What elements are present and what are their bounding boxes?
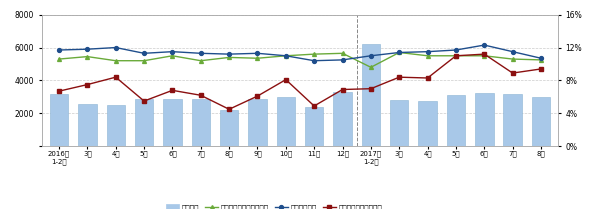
Bar [334, 92, 352, 146]
Bar [191, 99, 210, 146]
Bar [78, 104, 97, 146]
Bar [50, 94, 68, 146]
Bar [418, 101, 437, 146]
Bar [447, 95, 465, 146]
Bar [503, 94, 522, 146]
Bar [390, 100, 409, 146]
Bar [277, 97, 295, 146]
Bar [135, 99, 153, 146]
Legend: 餐饮收入, 社会消费品零售总额增幅, 餐饮收入增幅, 限额以上餐饮收入增幅: 餐饮收入, 社会消费品零售总额增幅, 餐饮收入增幅, 限额以上餐饮收入增幅 [166, 204, 382, 209]
Bar [248, 99, 266, 146]
Bar [220, 110, 238, 146]
Bar [362, 44, 380, 146]
Bar [532, 97, 550, 146]
Bar [305, 107, 323, 146]
Bar [475, 93, 494, 146]
Bar [107, 105, 125, 146]
Bar [163, 99, 182, 146]
